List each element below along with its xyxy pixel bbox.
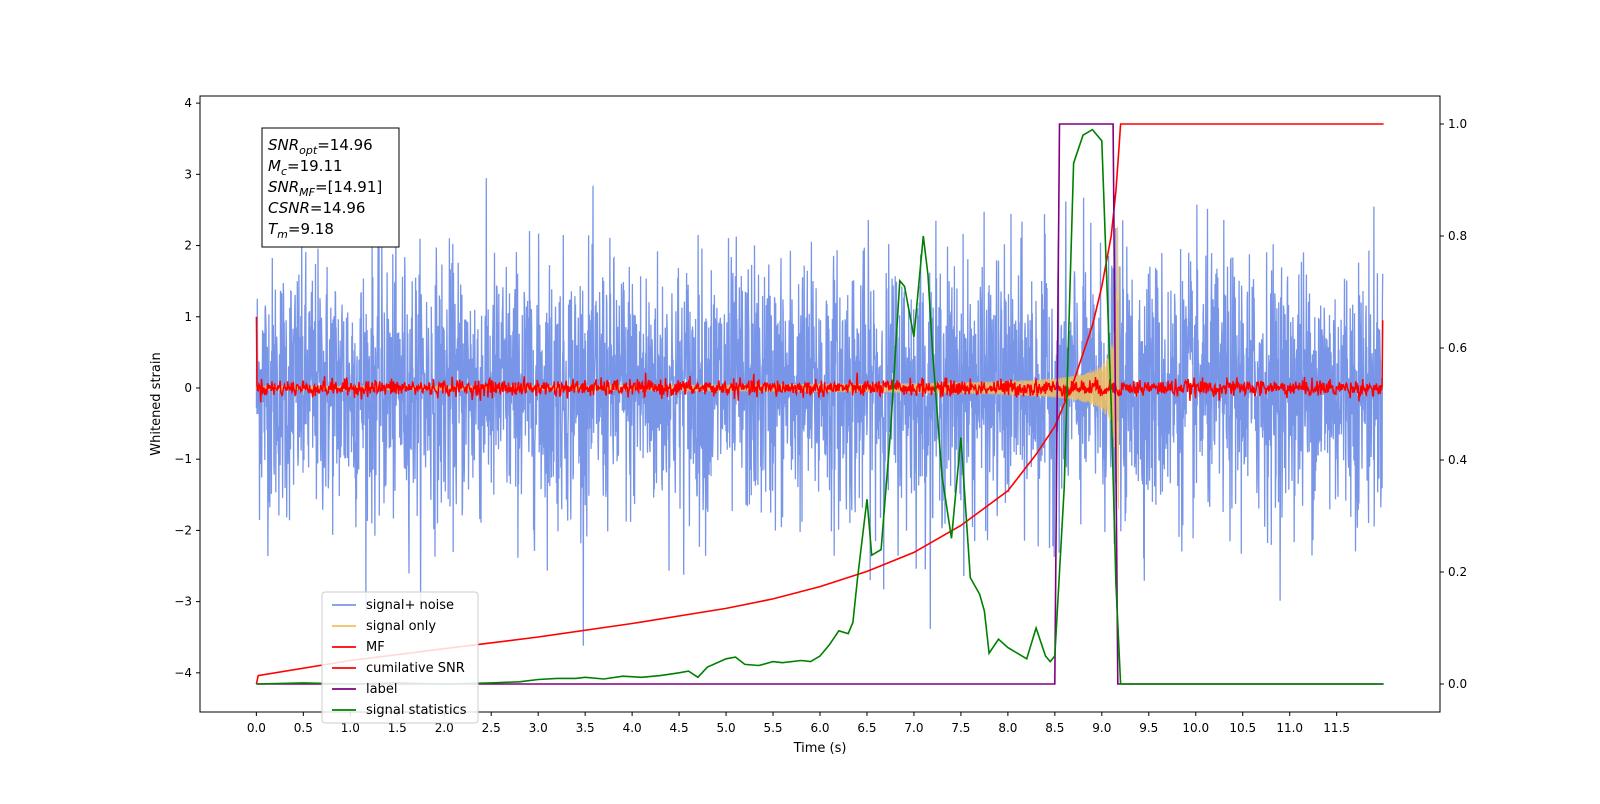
- y-tick-label: −2: [174, 523, 192, 537]
- y-tick-label: 0: [184, 381, 192, 395]
- x-tick-label: 1.0: [341, 721, 360, 735]
- y-tick-label: 4: [184, 96, 192, 110]
- x-tick-label: 11.5: [1323, 721, 1350, 735]
- annotation-line: CSNR=14.96: [268, 199, 365, 217]
- annotation-line: Tm=9.18: [268, 220, 334, 241]
- x-tick-label: 10.5: [1229, 721, 1256, 735]
- x-tick-label: 6.5: [857, 721, 876, 735]
- y-tick-label: −1: [174, 452, 192, 466]
- legend-label: label: [366, 682, 397, 697]
- annotation-line: SNRMF=[14.91]: [268, 178, 382, 199]
- y-tick-label: 2: [184, 239, 192, 253]
- x-tick-label: 6.0: [810, 721, 829, 735]
- x-tick-label: 11.0: [1276, 721, 1303, 735]
- x-axis: 0.0 0.5 1.0 1.5 2.0 2.5 3.0 3.5 4.0 4.5 5.0 5.5 6.0 6…: [247, 712, 1350, 735]
- annotation-value: =14.96: [317, 136, 373, 154]
- y-tick-label: −4: [174, 666, 192, 680]
- legend-label: signal only: [366, 619, 436, 634]
- y2-tick-label: 0.2: [1448, 565, 1467, 579]
- legend-label: MF: [366, 640, 385, 655]
- x-tick-label: 5.0: [717, 721, 736, 735]
- x-tick-label: 5.5: [763, 721, 782, 735]
- x-tick-label: 1.5: [388, 721, 407, 735]
- x-tick-label: 4.0: [623, 721, 642, 735]
- x-tick-label: 0.0: [247, 721, 266, 735]
- y-tick-label: −3: [174, 595, 192, 609]
- x-tick-label: 3.5: [576, 721, 595, 735]
- x-tick-label: 4.5: [670, 721, 689, 735]
- annotation-line: SNRopt=14.96: [268, 136, 373, 157]
- annotation-value: =14.96: [310, 199, 366, 217]
- series-line-mf: [255, 316, 1384, 403]
- x-tick-label: 7.0: [904, 721, 923, 735]
- x-tick-label: 3.0: [529, 721, 548, 735]
- legend-label: signal+ noise: [366, 598, 454, 613]
- y-axis-label: Whitened strain: [149, 352, 164, 455]
- annotation-subscript: MF: [299, 186, 315, 199]
- x-tick-label: 8.0: [998, 721, 1017, 735]
- legend: signal+ noise signal only MF cumilative SNR…: [321, 591, 479, 724]
- x-tick-label: 2.5: [482, 721, 501, 735]
- legend-frame: [321, 591, 479, 724]
- annotation-subscript: c: [281, 165, 287, 178]
- y2-tick-label: 0.6: [1448, 341, 1467, 355]
- y-axis: 4 3 2 1 0 −1 −2 −3 −4: [174, 96, 200, 680]
- y-tick-label: 3: [184, 167, 192, 181]
- plot-area: [255, 123, 1384, 685]
- annotation-value: =[14.91]: [315, 178, 382, 196]
- annotation-frame: [261, 127, 400, 248]
- y-tick-label: 1: [184, 310, 192, 324]
- annotation-variable: M: [268, 157, 281, 175]
- annotation-variable: T: [268, 220, 279, 238]
- annotation-subscript: opt: [299, 144, 318, 157]
- legend-label: signal statistics: [366, 703, 467, 718]
- y2-axis: 1.0 0.8 0.6 0.4 0.2 0.0: [1440, 117, 1467, 691]
- annotation-value: =19.11: [287, 157, 343, 175]
- series-line-signal-statistics: [256, 128, 1384, 685]
- annotation-line: Mc=19.11: [268, 157, 343, 178]
- series-group: [255, 123, 1384, 685]
- series-line-cumulative-snr: [255, 123, 1384, 685]
- x-tick-label: 9.0: [1092, 721, 1111, 735]
- annotation-box: SNRopt=14.96Mc=19.11SNRMF=[14.91]CSNR=14…: [261, 127, 400, 248]
- y2-tick-label: 0.4: [1448, 453, 1467, 467]
- x-tick-label: 7.5: [951, 721, 970, 735]
- x-tick-label: 10.0: [1182, 721, 1209, 735]
- x-tick-label: 0.5: [294, 721, 313, 735]
- annotation-value: =9.18: [288, 220, 334, 238]
- annotation-variable: SNR: [268, 136, 299, 154]
- annotation-variable: CSNR: [268, 199, 310, 217]
- x-axis-label: Time (s): [793, 741, 847, 756]
- x-tick-label: 9.5: [1139, 721, 1158, 735]
- y2-tick-label: 0.0: [1448, 677, 1467, 691]
- annotation-variable: SNR: [268, 178, 299, 196]
- y2-tick-label: 1.0: [1448, 117, 1467, 131]
- annotation-subscript: m: [277, 228, 288, 241]
- x-tick-label: 8.5: [1045, 721, 1064, 735]
- legend-label: cumilative SNR: [366, 661, 465, 676]
- y2-tick-label: 0.8: [1448, 229, 1467, 243]
- series-line-signal-noise: [255, 178, 1384, 646]
- x-tick-label: 2.0: [435, 721, 454, 735]
